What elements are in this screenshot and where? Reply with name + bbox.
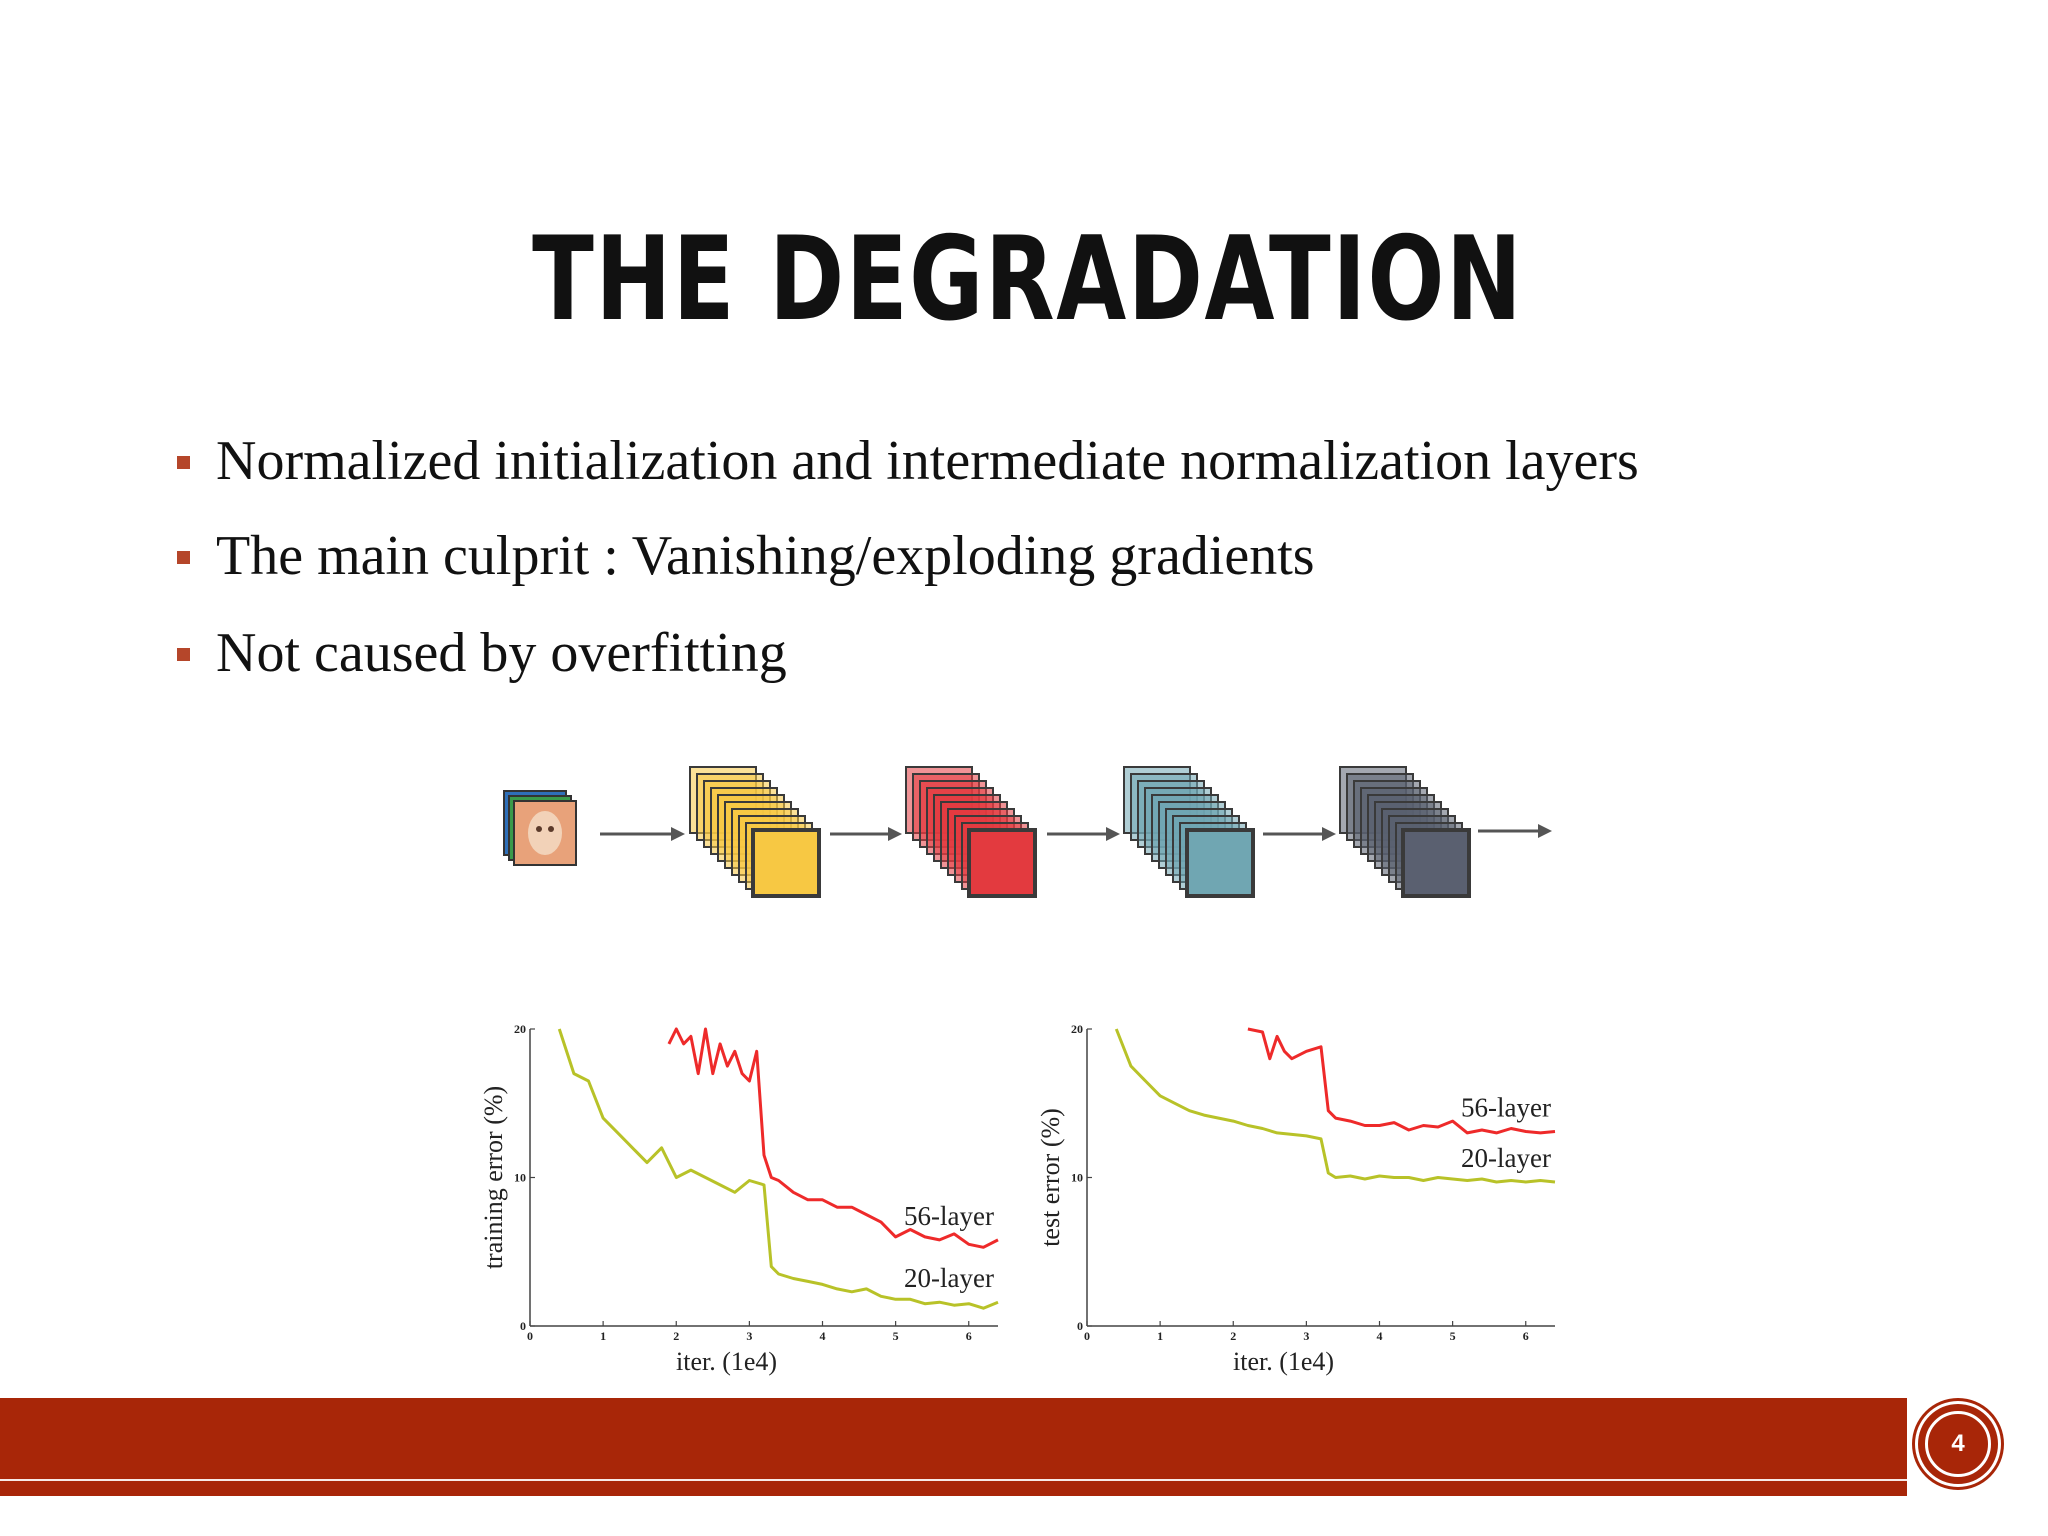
arrow-head — [888, 827, 902, 841]
arrow-head — [1106, 827, 1120, 841]
x-tick-label: 0 — [1084, 1329, 1090, 1343]
cat-face — [528, 811, 562, 855]
x-tick-label: 5 — [1450, 1329, 1456, 1343]
x-tick-label: 1 — [600, 1329, 606, 1343]
arrow-icon — [1047, 827, 1120, 841]
training-error-chart: 0 1 2 3 4 5 6 0 10 20 iter. (1e4) training error (%… — [479, 1022, 999, 1376]
x-axis-label: iter. (1e4) — [1233, 1347, 1334, 1376]
feature-map-stack-1 — [689, 766, 821, 898]
y-tick-label: 20 — [514, 1022, 526, 1036]
y-tick-label: 10 — [1071, 1171, 1083, 1185]
y-axis-label: training error (%) — [479, 1086, 508, 1269]
y-tick-label: 0 — [520, 1319, 526, 1333]
page-number: 4 — [1951, 1430, 1965, 1457]
page-number-badge: 4 — [1918, 1404, 1998, 1484]
y-axis-label: test error (%) — [1036, 1108, 1065, 1247]
slide-title: THE DEGRADATION — [532, 212, 1524, 347]
square-bullet-icon — [177, 456, 190, 469]
series-line-56-layer — [1247, 1027, 1556, 1135]
feature-map-front — [1401, 828, 1471, 898]
x-tick-label: 4 — [1377, 1329, 1383, 1343]
x-tick-label: 2 — [673, 1329, 679, 1343]
arrow-icon — [830, 827, 902, 841]
x-tick-label: 1 — [1157, 1329, 1163, 1343]
series-line-20-layer — [1114, 1028, 1556, 1184]
series-line-56-layer — [667, 1027, 999, 1249]
arrow-icon — [600, 827, 685, 841]
x-tick-label: 3 — [746, 1329, 752, 1343]
arrow-head — [1538, 824, 1552, 838]
plot-frame — [1086, 1029, 1555, 1327]
x-tick-label: 3 — [1303, 1329, 1309, 1343]
x-tick-label: 2 — [1230, 1329, 1236, 1343]
feature-map-stack-3 — [1123, 766, 1255, 898]
series-line-20-layer — [557, 1028, 999, 1310]
arrow-head — [671, 827, 685, 841]
arrow-head — [1322, 827, 1336, 841]
square-bullet-icon — [177, 648, 190, 661]
x-tick-label: 4 — [820, 1329, 826, 1343]
feature-map-front — [751, 828, 821, 898]
input-image-icon — [503, 790, 577, 866]
y-tick-label: 20 — [1071, 1022, 1083, 1036]
series-label-20-layer: 20-layer — [904, 1263, 994, 1293]
feature-map-stack-4 — [1339, 766, 1471, 898]
square-bullet-icon — [177, 551, 190, 564]
feature-map-front — [967, 828, 1037, 898]
series-label-56-layer: 56-layer — [1461, 1092, 1551, 1122]
page-badge-ring — [1925, 1411, 1991, 1477]
y-tick-label: 0 — [1077, 1319, 1083, 1333]
feature-map-front — [1185, 828, 1255, 898]
bullet-text: Not caused by overfitting — [216, 622, 787, 684]
cat-eye — [548, 826, 554, 832]
x-tick-label: 6 — [966, 1329, 972, 1343]
arrow-icon — [1263, 827, 1336, 841]
cat-eye — [536, 826, 542, 832]
cnn-pipeline-diagram — [503, 766, 1552, 898]
footer-bar — [0, 1398, 1907, 1496]
x-tick-label: 6 — [1523, 1329, 1529, 1343]
feature-map-stack-2 — [905, 766, 1037, 898]
bullet-text: Normalized initialization and intermedia… — [216, 430, 1639, 492]
x-tick-label: 5 — [893, 1329, 899, 1343]
arrow-icon — [1478, 824, 1552, 838]
y-tick-label: 10 — [514, 1171, 526, 1185]
series-label-56-layer: 56-layer — [904, 1201, 994, 1231]
x-axis-label: iter. (1e4) — [676, 1347, 777, 1376]
test-error-chart: 0 1 2 3 4 5 6 0 10 20 iter. (1e4) test error (%) 56-… — [1036, 1022, 1556, 1376]
x-tick-label: 0 — [527, 1329, 533, 1343]
footer-divider — [0, 1479, 1907, 1481]
series-label-20-layer: 20-layer — [1461, 1143, 1551, 1173]
bullet-text: The main culprit : Vanishing/exploding g… — [216, 525, 1315, 587]
